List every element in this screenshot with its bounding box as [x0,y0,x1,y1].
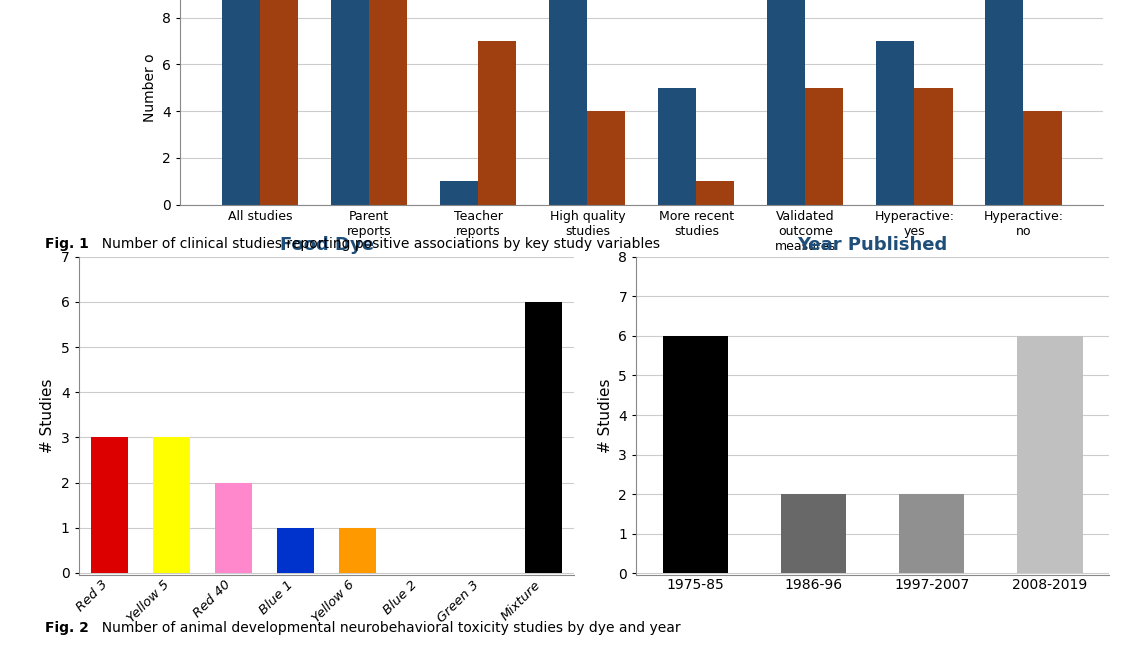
Bar [440,181,479,205]
Bar [588,111,625,205]
Text: Number of animal developmental neurobehavioral toxicity studies by dye and year: Number of animal developmental neurobeha… [93,621,681,635]
Title: Food Dye: Food Dye [279,236,374,254]
Bar [767,0,805,205]
Bar [260,0,298,205]
Bar [277,528,314,573]
Bar [331,0,369,205]
Bar [369,0,408,205]
Bar [781,494,846,573]
Text: Fig. 2: Fig. 2 [45,621,89,635]
Bar [153,437,190,573]
Bar [659,88,696,205]
Text: Fig. 1: Fig. 1 [45,237,89,252]
Bar [900,494,964,573]
Bar [91,437,128,573]
Bar [549,0,588,205]
Y-axis label: # Studies: # Studies [598,379,613,453]
Bar [215,483,252,573]
Bar [525,302,562,573]
Bar [876,41,914,205]
Bar [479,41,517,205]
Bar [663,336,727,573]
Bar [985,0,1024,205]
Bar [1024,111,1062,205]
Bar [222,0,260,205]
Bar [805,88,843,205]
Y-axis label: # Studies: # Studies [41,379,55,453]
Y-axis label: Number o: Number o [143,53,157,122]
Bar [339,528,376,573]
Bar [696,181,734,205]
Bar [914,88,953,205]
Title: Year Published: Year Published [797,236,948,254]
Text: Number of clinical studies reporting positive associations by key study variable: Number of clinical studies reporting pos… [93,237,661,252]
Bar [1018,336,1082,573]
